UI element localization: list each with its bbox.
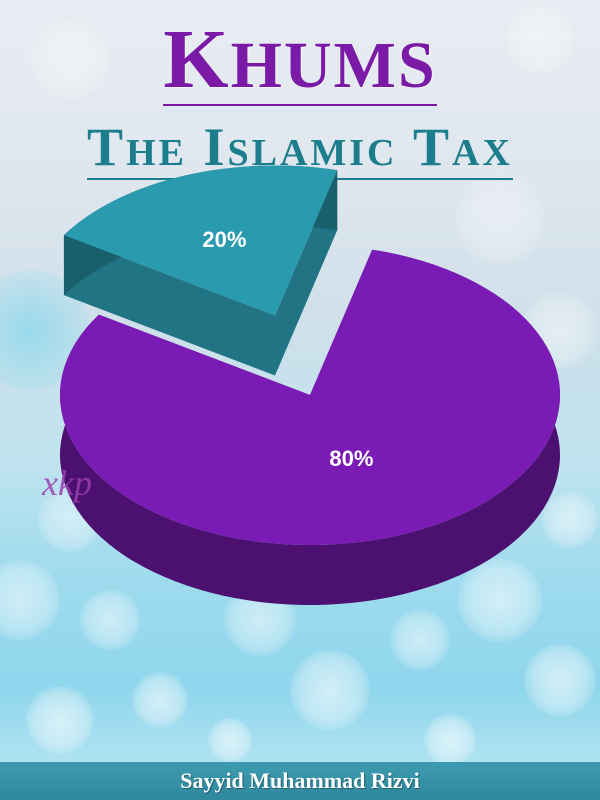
author-bar: Sayyid Muhammad Rizvi	[0, 762, 600, 800]
pie-slice-label: 20%	[202, 227, 246, 252]
pie-slice-top	[63, 165, 338, 316]
book-title: Khums	[163, 13, 437, 106]
pie-slice-wall	[63, 235, 276, 376]
publisher-logo: xkp	[42, 463, 92, 503]
pie-slice-2: 80%	[59, 249, 561, 605]
pie-slice-label: 80%	[329, 446, 373, 471]
title-block: Khums	[0, 18, 600, 106]
author-name: Sayyid Muhammad Rizvi	[180, 768, 420, 793]
pie-layer: 20% 80%	[59, 165, 561, 605]
pie-slice-top	[59, 249, 560, 545]
pie-slice-1: 20%	[63, 165, 338, 376]
